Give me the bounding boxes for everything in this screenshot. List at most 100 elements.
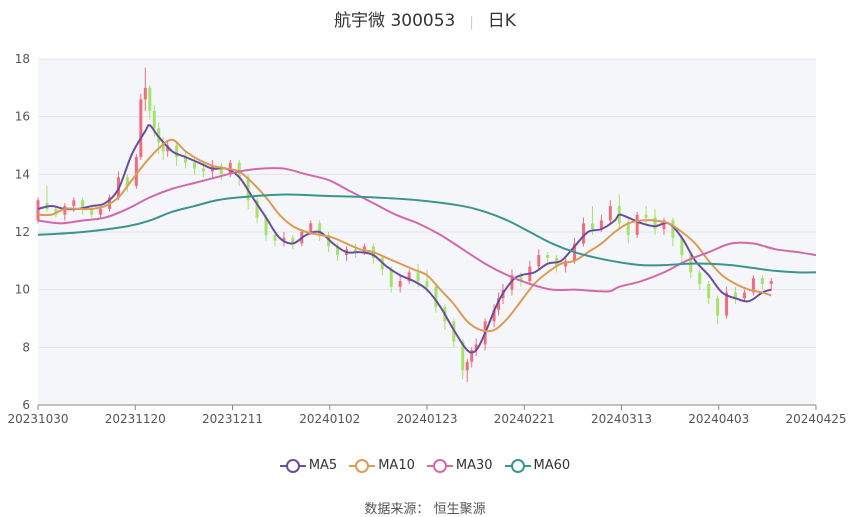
candle-body <box>769 281 773 284</box>
candle-body <box>644 214 648 218</box>
x-tick-label: 20231120 <box>105 412 166 426</box>
candle-body <box>273 234 277 241</box>
y-tick-label: 16 <box>15 110 30 124</box>
candle-body <box>54 208 58 215</box>
candle-body <box>599 220 603 230</box>
candle-body <box>581 223 585 244</box>
candle-body <box>291 237 295 244</box>
candle-body <box>492 309 496 322</box>
legend-label: MA60 <box>533 458 571 473</box>
candle-body <box>416 272 420 282</box>
data-source-value: 恒生聚源 <box>433 502 486 517</box>
candle-body <box>184 157 188 163</box>
candle-body <box>434 286 438 307</box>
candle-body <box>336 246 340 256</box>
y-tick-label: 10 <box>15 283 30 297</box>
candle-body <box>734 292 738 299</box>
candle-body <box>519 275 523 282</box>
candle-body <box>72 200 76 207</box>
candle-body <box>497 298 501 310</box>
x-tick-label: 20240221 <box>494 412 555 426</box>
legend-marker-icon <box>279 458 306 473</box>
candle-body <box>318 223 322 235</box>
candle-body <box>707 283 711 299</box>
candle-body <box>751 278 755 293</box>
y-tick-label: 6 <box>22 398 30 412</box>
data-source: 数据来源： 恒生聚源 <box>0 498 850 517</box>
candle-body <box>461 341 465 371</box>
chart-legend: MA5 MA10 MA30 MA60 <box>0 458 850 473</box>
x-tick-label: 20240403 <box>688 412 749 426</box>
candle-body <box>139 99 143 158</box>
candle-body <box>201 168 205 172</box>
candle-body <box>148 87 152 111</box>
x-tick-label: 20240313 <box>591 412 652 426</box>
candle-body <box>680 237 684 256</box>
legend-item-ma30[interactable]: MA30 <box>426 458 493 473</box>
candle-body <box>470 350 474 362</box>
candle-body <box>590 223 594 230</box>
candle-body <box>398 281 402 287</box>
title-separator: | <box>469 15 474 30</box>
candle-body <box>99 208 103 215</box>
x-tick-label: 20231030 <box>7 412 68 426</box>
candle-body <box>742 292 746 299</box>
candle-body <box>389 269 393 287</box>
candle-body <box>36 200 40 221</box>
candle-body <box>662 220 666 230</box>
candle-body <box>134 157 138 186</box>
candle-body <box>175 145 179 158</box>
legend-item-ma60[interactable]: MA60 <box>504 458 571 473</box>
series-line-ma60 <box>37 193 817 274</box>
candle-body <box>698 272 702 284</box>
stock-name: 航宇微 300053 <box>334 11 456 31</box>
candle-body <box>282 237 286 241</box>
legend-marker-icon <box>349 458 376 473</box>
legend-item-ma5[interactable]: MA5 <box>279 458 338 473</box>
candle-body <box>608 206 612 221</box>
candle-body <box>309 223 313 232</box>
x-tick-label: 20240425 <box>785 412 846 426</box>
candle-body <box>362 246 366 253</box>
y-tick-label: 18 <box>15 52 30 66</box>
legend-item-ma10[interactable]: MA10 <box>349 458 415 473</box>
candle-body <box>255 200 259 218</box>
candle-body <box>564 260 568 267</box>
candle-body <box>537 255 541 267</box>
candle-body <box>671 220 675 238</box>
candle-body <box>425 281 429 287</box>
candle-body <box>237 162 241 178</box>
series-line-ma10 <box>37 138 772 333</box>
candle-body <box>407 272 411 282</box>
x-tick-label: 20231211 <box>202 412 263 426</box>
candle-body <box>192 162 196 169</box>
series-line-ma30 <box>37 167 817 293</box>
candle-body <box>219 165 223 175</box>
legend-marker-icon <box>426 458 453 473</box>
candle-body <box>143 87 147 100</box>
period-label: 日K <box>487 11 516 31</box>
candle-body <box>81 200 85 209</box>
candle-body <box>626 223 630 235</box>
candle-body <box>474 344 478 351</box>
candle-body <box>264 217 268 235</box>
legend-label: MA5 <box>308 458 338 473</box>
candle-body <box>716 298 720 316</box>
legend-label: MA10 <box>378 458 415 473</box>
candle-body <box>725 292 729 316</box>
candle-body <box>125 177 129 186</box>
legend-marker-icon <box>504 458 531 473</box>
y-tick-label: 12 <box>15 225 30 239</box>
candle-body <box>653 217 657 230</box>
candle-body <box>635 214 639 235</box>
candle-body <box>63 206 67 215</box>
series-line-ma5 <box>37 124 772 354</box>
y-tick-label: 8 <box>22 340 30 354</box>
chart-title: 航宇微 300053 | 日K <box>0 6 850 31</box>
candle-body <box>465 361 469 371</box>
y-tick-label: 14 <box>15 167 30 181</box>
x-tick-label: 20240102 <box>299 412 360 426</box>
candle-body <box>161 142 165 152</box>
data-source-label: 数据来源： <box>364 502 430 517</box>
